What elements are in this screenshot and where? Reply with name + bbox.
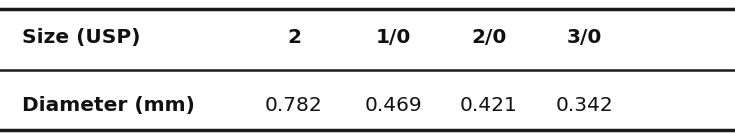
Text: 0.342: 0.342 xyxy=(556,96,613,115)
Text: 2: 2 xyxy=(287,28,301,47)
Text: 1/0: 1/0 xyxy=(376,28,411,47)
Text: Size (USP): Size (USP) xyxy=(22,28,140,47)
Text: 0.421: 0.421 xyxy=(460,96,517,115)
Text: 0.782: 0.782 xyxy=(265,96,323,115)
Text: 2/0: 2/0 xyxy=(471,28,506,47)
Text: 3/0: 3/0 xyxy=(567,28,602,47)
Text: Diameter (mm): Diameter (mm) xyxy=(22,96,195,115)
Text: 0.469: 0.469 xyxy=(365,96,422,115)
